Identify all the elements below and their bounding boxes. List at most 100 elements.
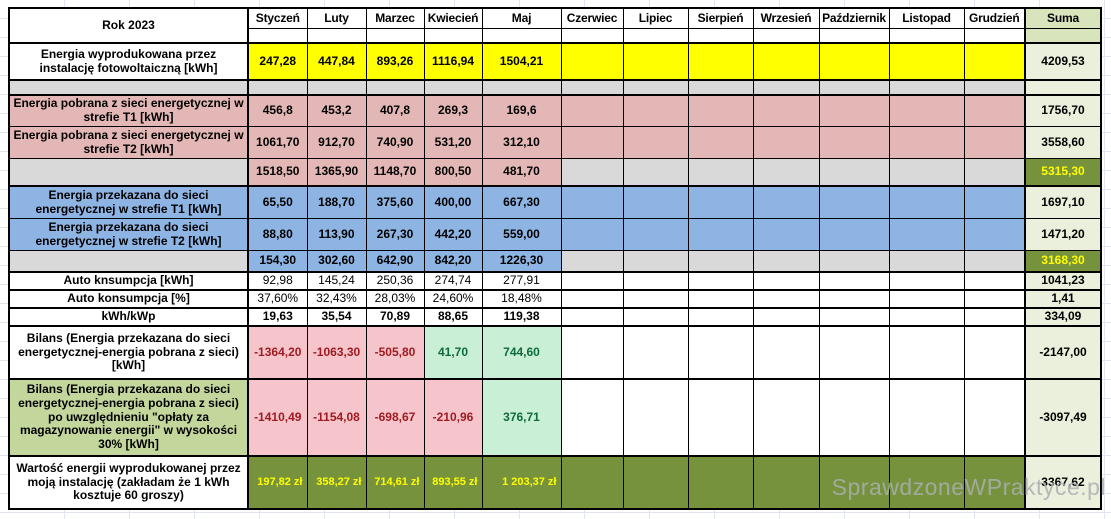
month-cell[interactable] [560, 126, 624, 159]
month-cell[interactable] [687, 126, 754, 159]
month-cell[interactable] [963, 307, 1026, 327]
month-header-9[interactable]: Wrzesień [752, 7, 820, 29]
month-cell[interactable] [963, 218, 1026, 251]
month-cell[interactable]: 250,36 [365, 271, 425, 291]
month-cell[interactable] [963, 378, 1026, 457]
suma-cell[interactable]: 1471,20 [1024, 218, 1102, 251]
month-cell[interactable]: 667,30 [481, 185, 562, 219]
month-cell[interactable]: -1154,08 [306, 378, 367, 457]
month-cell[interactable] [560, 250, 624, 273]
month-cell[interactable] [560, 185, 624, 219]
suma-cell[interactable]: 4209,53 [1024, 42, 1102, 81]
month-cell[interactable] [687, 325, 754, 380]
month-cell[interactable] [818, 455, 890, 510]
suma-cell[interactable]: 3367,62 [1024, 455, 1102, 510]
month-cell[interactable]: 269,3 [423, 94, 483, 127]
month-cell[interactable] [560, 378, 624, 457]
month-cell[interactable] [687, 42, 754, 81]
month-cell[interactable] [752, 185, 820, 219]
month-cell[interactable] [818, 94, 890, 127]
month-cell[interactable] [963, 126, 1026, 159]
month-header-3[interactable]: Marzec [365, 7, 425, 29]
month-cell[interactable] [622, 250, 689, 273]
month-cell[interactable] [622, 218, 689, 251]
month-cell[interactable]: 35,54 [306, 307, 367, 327]
month-cell[interactable]: 800,50 [423, 158, 483, 187]
month-cell[interactable] [818, 271, 890, 291]
month-cell[interactable] [687, 158, 754, 187]
suma-cell[interactable]: 3168,30 [1024, 250, 1102, 273]
month-header-4[interactable]: Kwiecień [423, 7, 483, 29]
month-cell[interactable]: 197,82 zł [247, 455, 308, 510]
month-cell[interactable]: 375,60 [365, 185, 425, 219]
month-cell[interactable] [963, 185, 1026, 219]
month-cell[interactable] [888, 271, 965, 291]
row-label[interactable] [8, 250, 249, 273]
month-cell[interactable]: 842,20 [423, 250, 483, 273]
month-cell[interactable] [888, 325, 965, 380]
row-label[interactable] [8, 79, 249, 96]
header-spacer-cell[interactable] [752, 28, 820, 44]
row-label[interactable]: Energia pobrana z sieci energetycznej w … [8, 126, 249, 159]
suma-cell[interactable]: 334,09 [1024, 307, 1102, 327]
month-cell[interactable]: 714,61 zł [365, 455, 425, 510]
month-cell[interactable] [963, 325, 1026, 380]
month-cell[interactable] [687, 79, 754, 96]
month-cell[interactable] [818, 185, 890, 219]
month-cell[interactable] [818, 218, 890, 251]
month-cell[interactable] [888, 94, 965, 127]
row-label[interactable]: Bilans (Energia przekazana do sieci ener… [8, 378, 249, 457]
month-cell[interactable] [752, 218, 820, 251]
header-spacer-cell[interactable] [365, 28, 425, 44]
month-cell[interactable] [752, 271, 820, 291]
month-header-10[interactable]: Październik [818, 7, 890, 29]
month-cell[interactable]: 1 203,37 zł [481, 455, 562, 510]
suma-cell[interactable]: 5315,30 [1024, 158, 1102, 187]
month-cell[interactable]: 1365,90 [306, 158, 367, 187]
month-header-6[interactable]: Czerwiec [560, 7, 624, 29]
month-header-11[interactable]: Listopad [888, 7, 965, 29]
month-cell[interactable]: 481,70 [481, 158, 562, 187]
month-cell[interactable]: 274,74 [423, 271, 483, 291]
month-cell[interactable]: 65,50 [247, 185, 308, 219]
row-label[interactable]: Energia przekazana do sieci energetyczne… [8, 218, 249, 251]
header-spacer-cell[interactable] [687, 28, 754, 44]
row-label[interactable] [8, 158, 249, 187]
month-cell[interactable] [560, 307, 624, 327]
month-cell[interactable]: 456,8 [247, 94, 308, 127]
month-cell[interactable] [687, 271, 754, 291]
month-cell[interactable]: 247,28 [247, 42, 308, 81]
month-cell[interactable] [818, 79, 890, 96]
row-label[interactable]: Wartość energii wyprodukowanej przez moj… [8, 455, 249, 510]
month-cell[interactable]: 302,60 [306, 250, 367, 273]
month-cell[interactable]: 740,90 [365, 126, 425, 159]
month-cell[interactable] [963, 158, 1026, 187]
month-cell[interactable] [888, 307, 965, 327]
month-cell[interactable] [818, 325, 890, 380]
header-spacer-cell[interactable] [963, 28, 1026, 44]
month-cell[interactable]: 893,55 zł [423, 455, 483, 510]
month-cell[interactable]: 188,70 [306, 185, 367, 219]
month-cell[interactable] [963, 271, 1026, 291]
month-cell[interactable] [622, 126, 689, 159]
month-cell[interactable]: 1504,21 [481, 42, 562, 81]
month-cell[interactable] [306, 79, 367, 96]
header-spacer-cell[interactable] [306, 28, 367, 44]
month-cell[interactable]: 267,30 [365, 218, 425, 251]
month-cell[interactable] [888, 79, 965, 96]
suma-cell[interactable]: 1697,10 [1024, 185, 1102, 219]
month-cell[interactable]: 559,00 [481, 218, 562, 251]
month-cell[interactable]: 1226,30 [481, 250, 562, 273]
month-cell[interactable] [622, 378, 689, 457]
month-cell[interactable]: 358,27 zł [306, 455, 367, 510]
month-header-2[interactable]: Luty [306, 7, 367, 29]
month-cell[interactable] [818, 42, 890, 81]
month-header-5[interactable]: Maj [481, 7, 562, 29]
month-cell[interactable] [888, 158, 965, 187]
month-cell[interactable]: 453,2 [306, 94, 367, 127]
month-cell[interactable] [963, 455, 1026, 510]
month-cell[interactable]: 41,70 [423, 325, 483, 380]
month-cell[interactable]: 169,6 [481, 94, 562, 127]
month-cell[interactable]: 1148,70 [365, 158, 425, 187]
month-cell[interactable]: 912,70 [306, 126, 367, 159]
